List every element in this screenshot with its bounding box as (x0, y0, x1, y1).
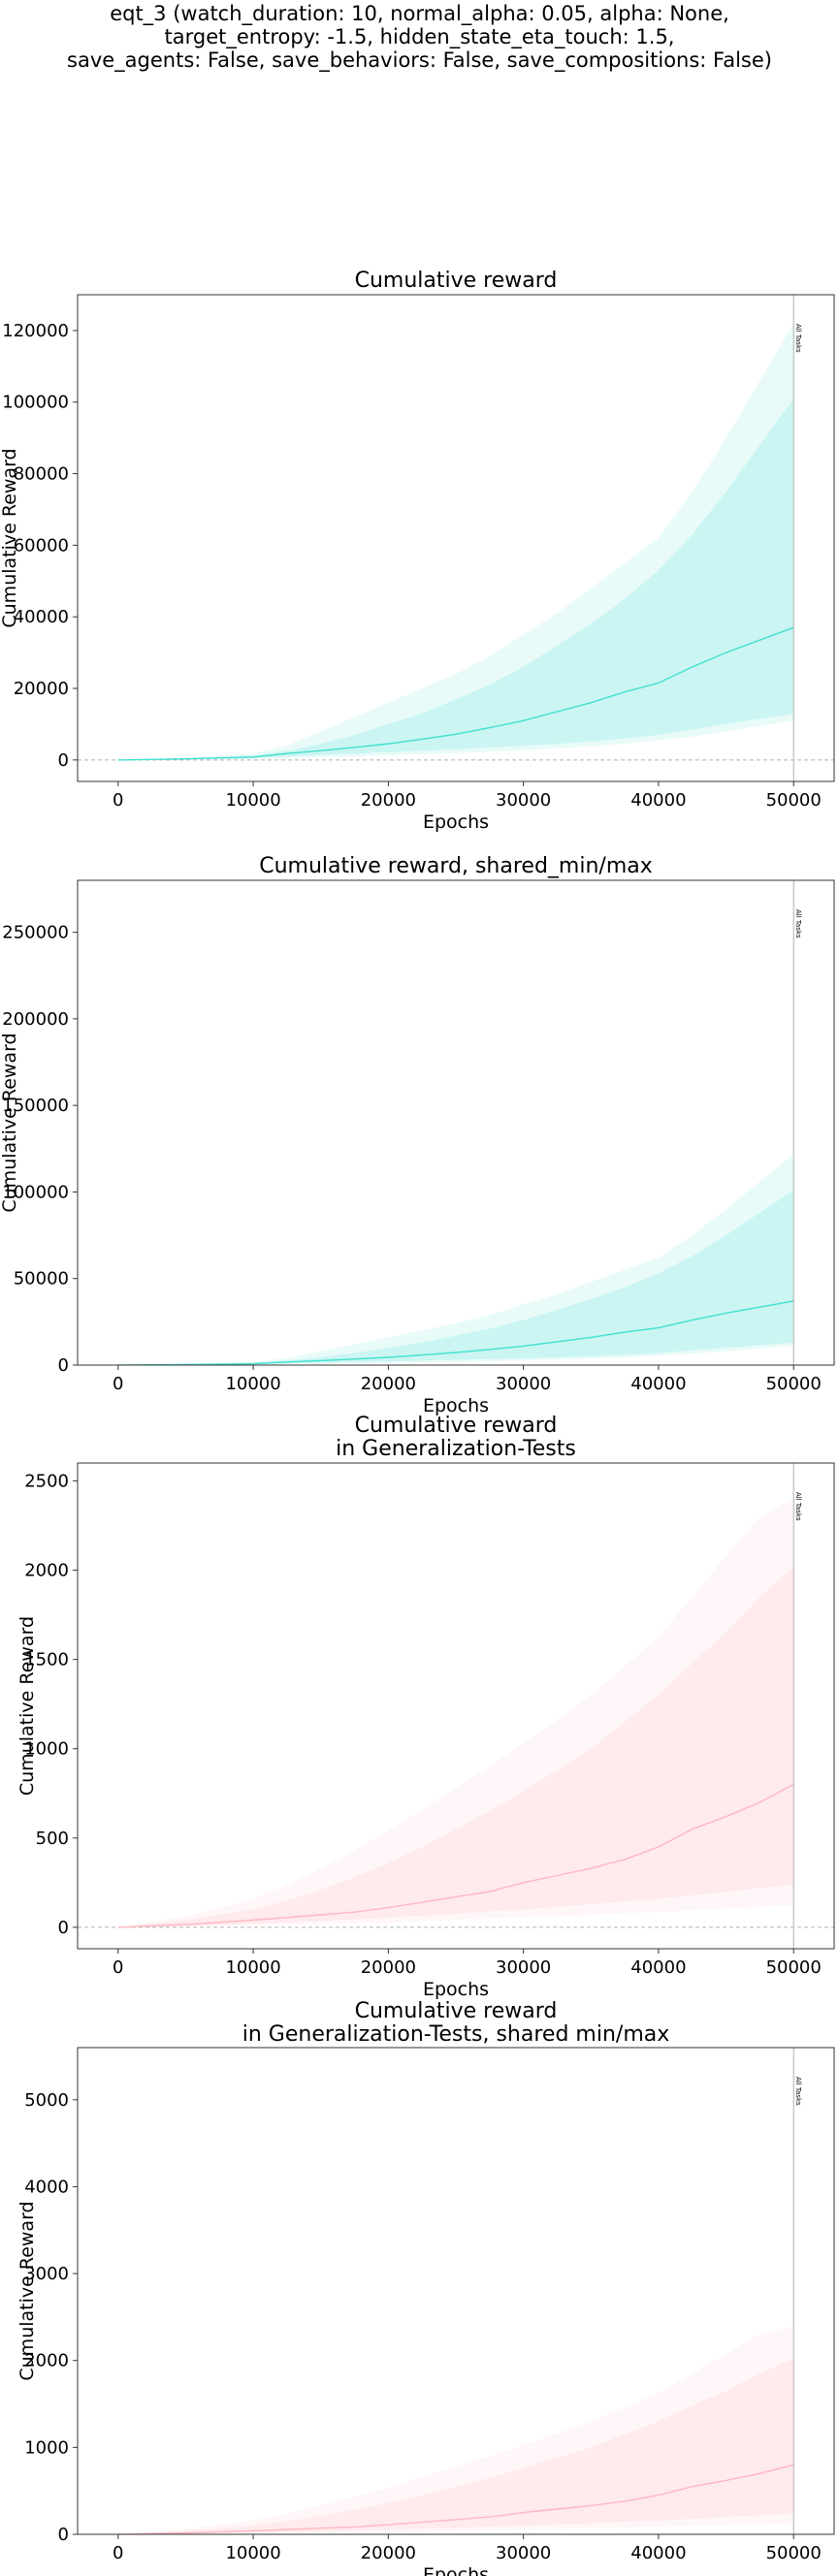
plot-area (117, 880, 794, 1365)
vline-label: All Tasks (794, 1492, 802, 1521)
plot-frame (77, 294, 835, 782)
y-tick-label: 5000 (24, 2090, 69, 2111)
y-tick-label: 0 (58, 1918, 69, 1938)
y-axis-label: Cumulative Reward (0, 1033, 20, 1212)
figure-title-line: target_entropy: -1.5, hidden_state_eta_t… (164, 25, 675, 48)
y-tick-label: 60000 (14, 535, 69, 556)
y-axis-label: Cumulative Reward (0, 448, 20, 627)
x-axis-label: Epochs (423, 1395, 489, 1416)
x-tick-label: 10000 (225, 1374, 280, 1394)
x-tick-label: 50000 (766, 1374, 822, 1394)
y-tick-label: 100000 (2, 393, 69, 413)
x-tick-label: 10000 (225, 2543, 280, 2563)
x-tick-label: 20000 (361, 2543, 416, 2563)
quantile-band (117, 398, 794, 760)
plot-area (78, 1463, 834, 1949)
y-tick-label: 0 (58, 2525, 69, 2545)
y-tick-label: 2500 (24, 1471, 69, 1491)
chart-3: All Tasks 0 10000 20000 30000 40000 50000 0 500 1… (16, 1414, 835, 2000)
quantile-band (117, 1190, 794, 1365)
x-tick-label: 10000 (225, 1957, 280, 1978)
minmax-band (117, 1498, 794, 1927)
chart-title: Cumulative reward (355, 269, 558, 293)
mean-line (117, 2464, 794, 2534)
y-tick-label: 500 (36, 1829, 69, 1849)
vline-label: All Tasks (794, 2077, 802, 2106)
y-tick-label: 200000 (2, 1009, 69, 1030)
x-tick-label: 40000 (630, 1374, 686, 1394)
x-axis-label: Epochs (423, 811, 489, 833)
mean-line (117, 626, 794, 761)
x-tick-label: 0 (113, 2543, 123, 2563)
chart-title: in Generalization-Tests (336, 1437, 576, 1461)
x-tick-label: 0 (113, 790, 123, 811)
minmax-band (117, 2325, 794, 2534)
x-tick-label: 50000 (766, 2543, 822, 2563)
quantile-band (117, 1566, 794, 1927)
chart-2: All Tasks 0 10000 20000 30000 40000 50000 0 5000… (0, 854, 835, 1416)
x-tick-label: 20000 (361, 790, 416, 811)
y-tick-label: 100000 (2, 1182, 69, 1202)
chart-title: Cumulative reward, shared_min/max (259, 854, 653, 878)
chart-4: All Tasks 0 10000 20000 30000 40000 50000 0 1000… (16, 1999, 835, 2576)
x-tick-label: 40000 (630, 2543, 686, 2563)
mean-line (117, 1783, 794, 1928)
y-tick-label: 2000 (24, 1561, 69, 1581)
x-tick-label: 20000 (361, 1374, 416, 1394)
figure-title-line: save_agents: False, save_behaviors: Fals… (67, 48, 772, 72)
y-tick-label: 250000 (2, 923, 69, 943)
y-axis-label: Cumulative Reward (16, 1616, 38, 1796)
y-tick-label: 150000 (2, 1096, 69, 1116)
plot-area (78, 295, 834, 781)
vline-label: All Tasks (794, 324, 802, 353)
x-axis-label: Epochs (423, 2564, 489, 2576)
y-tick-label: 1000 (24, 1739, 69, 1760)
x-tick-label: 0 (113, 1374, 123, 1394)
chart-title: Cumulative reward (355, 1999, 558, 2023)
y-tick-label: 3000 (24, 2264, 69, 2284)
x-tick-label: 50000 (766, 790, 822, 811)
x-tick-label: 0 (113, 1957, 123, 1978)
plot-frame (77, 2047, 835, 2535)
plot-frame (77, 1462, 835, 1950)
x-axis-label: Epochs (423, 1979, 489, 2000)
x-tick-label: 20000 (361, 1957, 416, 1978)
chart-1: All Tasks 0 10000 20000 30000 40000 50000 0 2000… (0, 269, 835, 833)
y-tick-label: 4000 (24, 2177, 69, 2197)
chart-title: in Generalization-Tests, shared min/max (242, 2022, 670, 2047)
plot-frame (77, 879, 835, 1366)
minmax-band (117, 323, 794, 760)
x-tick-label: 50000 (766, 1957, 822, 1978)
y-tick-label: 1500 (24, 1650, 69, 1670)
x-tick-label: 10000 (225, 790, 280, 811)
chart-title: Cumulative reward (355, 1414, 558, 1438)
mean-line (117, 1300, 794, 1365)
x-tick-label: 30000 (496, 790, 551, 811)
y-tick-label: 0 (58, 1355, 69, 1376)
vline-label: All Tasks (794, 909, 802, 938)
y-tick-label: 20000 (14, 679, 69, 699)
y-tick-label: 120000 (2, 321, 69, 341)
minmax-band (117, 1154, 794, 1365)
y-tick-label: 80000 (14, 464, 69, 485)
quantile-band (117, 2358, 794, 2534)
y-tick-label: 2000 (24, 2351, 69, 2371)
x-tick-label: 40000 (630, 790, 686, 811)
x-tick-label: 30000 (496, 1374, 551, 1394)
x-tick-label: 30000 (496, 1957, 551, 1978)
figure-title-line: eqt_3 (watch_duration: 10, normal_alpha:… (110, 2, 729, 25)
figure-title: eqt_3 (watch_duration: 10, normal_alpha:… (0, 0, 839, 72)
y-tick-label: 50000 (14, 1269, 69, 1289)
plot-area (117, 2048, 794, 2534)
x-tick-label: 30000 (496, 2543, 551, 2563)
y-tick-label: 40000 (14, 607, 69, 627)
y-tick-label: 0 (58, 750, 69, 771)
y-axis-label: Cumulative Reward (16, 2201, 38, 2380)
y-tick-label: 1000 (24, 2437, 69, 2458)
x-tick-label: 40000 (630, 1957, 686, 1978)
